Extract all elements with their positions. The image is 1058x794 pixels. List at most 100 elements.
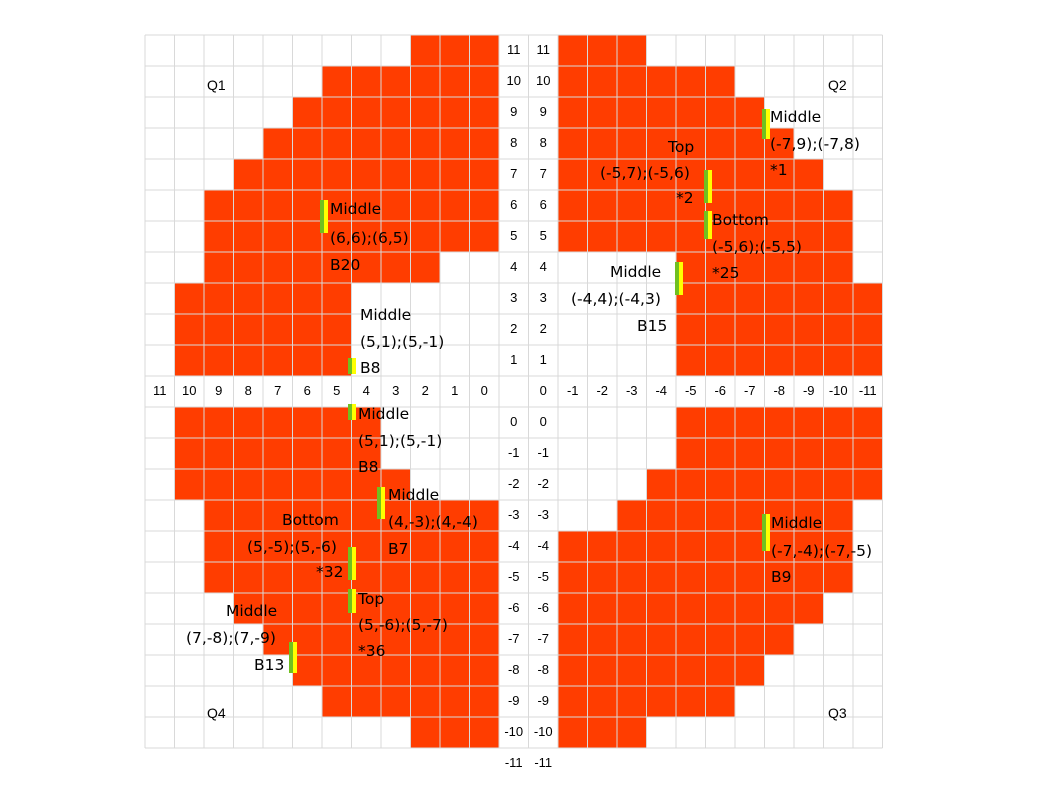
grid-cell xyxy=(381,593,411,624)
grid-cell xyxy=(853,469,883,500)
grid-cell xyxy=(469,531,499,562)
grid-cell xyxy=(233,500,263,531)
grid-cell xyxy=(204,314,234,345)
annotation-b7: Middle (4,-3);(4,-4) B7 xyxy=(388,486,478,558)
grid-cell xyxy=(735,655,765,686)
grid-cell xyxy=(263,314,293,345)
grid-cell xyxy=(676,500,706,531)
grid-cell xyxy=(410,500,440,531)
axis-label-left-column: 4 xyxy=(510,259,517,274)
grid-cell xyxy=(646,97,676,128)
axis-label-left-column: 1 xyxy=(510,352,517,367)
grid-cell xyxy=(794,190,824,221)
marker-green-bar xyxy=(704,170,708,203)
grid-cell xyxy=(587,593,617,624)
grid-cell xyxy=(322,66,352,97)
annotation-32-id: *32 xyxy=(316,563,343,581)
grid-cell xyxy=(735,593,765,624)
axis-label-row-left: 3 xyxy=(392,383,399,398)
grid-cell xyxy=(440,655,470,686)
grid-cell xyxy=(381,686,411,717)
grid-cell xyxy=(705,283,735,314)
grid-cell xyxy=(322,345,352,376)
grid-cell xyxy=(292,345,322,376)
grid-cell xyxy=(174,345,204,376)
marker-green-bar xyxy=(348,404,352,420)
grid-cell xyxy=(322,655,352,686)
grid-cell xyxy=(823,190,853,221)
grid-cell xyxy=(558,531,588,562)
marker-yellow-bar xyxy=(324,200,328,233)
grid-cell xyxy=(233,562,263,593)
grid-cell xyxy=(617,190,647,221)
grid-cell xyxy=(233,190,263,221)
grid-cell xyxy=(410,35,440,66)
grid-cell xyxy=(558,190,588,221)
grid-cell xyxy=(292,624,322,655)
grid-cell xyxy=(823,469,853,500)
grid-cell xyxy=(735,345,765,376)
grid-cell xyxy=(764,562,794,593)
grid-cell xyxy=(646,593,676,624)
grid-cell xyxy=(233,159,263,190)
grid-cell xyxy=(705,469,735,500)
annotation-2-id: *2 xyxy=(676,189,694,207)
grid-cell xyxy=(292,159,322,190)
grid-cell xyxy=(263,438,293,469)
grid-cell xyxy=(646,531,676,562)
axis-label-row-left: 8 xyxy=(245,383,252,398)
grid-cell xyxy=(381,97,411,128)
marker-yellow-bar xyxy=(352,547,356,580)
grid-cell xyxy=(735,562,765,593)
grid-cell xyxy=(676,345,706,376)
grid-cell xyxy=(292,283,322,314)
axis-label-right-column: 0 xyxy=(540,414,547,429)
grid-cell xyxy=(469,500,499,531)
grid-cell xyxy=(794,593,824,624)
grid-cell xyxy=(233,283,263,314)
grid-cell xyxy=(263,190,293,221)
grid-cell xyxy=(853,314,883,345)
grid-cell xyxy=(705,345,735,376)
grid-cell xyxy=(794,221,824,252)
marker-yellow-bar xyxy=(352,589,356,613)
grid-cell xyxy=(322,531,352,562)
grid-cell xyxy=(410,221,440,252)
grid-cell xyxy=(558,66,588,97)
grid-cell xyxy=(764,159,794,190)
grid-cell xyxy=(587,159,617,190)
grid-cell xyxy=(705,128,735,159)
grid-cell xyxy=(381,531,411,562)
axis-label-left-column: -7 xyxy=(508,631,520,646)
axis-label-row-left: 1 xyxy=(451,383,458,398)
grid-cell xyxy=(558,624,588,655)
annotation-b8-lower: Middle (5,1);(5,-1) B8 xyxy=(358,405,442,476)
grid-cell xyxy=(705,97,735,128)
grid-cell xyxy=(676,655,706,686)
grid-cell xyxy=(351,500,381,531)
grid-cell xyxy=(823,407,853,438)
grid-cell xyxy=(322,438,352,469)
grid-cell xyxy=(853,345,883,376)
axis-label-row-left: 2 xyxy=(422,383,429,398)
grid-cell xyxy=(853,407,883,438)
grid-cell xyxy=(823,562,853,593)
grid-cell xyxy=(764,593,794,624)
grid-cell xyxy=(440,97,470,128)
grid-cell xyxy=(233,252,263,283)
grid-cell xyxy=(351,66,381,97)
annotation-b20-id: B20 xyxy=(330,256,360,274)
grid-cell xyxy=(735,469,765,500)
axis-label-right-column: -6 xyxy=(537,600,549,615)
grid-cell xyxy=(410,686,440,717)
grid-cell xyxy=(617,686,647,717)
grid-cell xyxy=(322,500,352,531)
grid-cell xyxy=(646,159,676,190)
annotation-36-id: *36 xyxy=(358,642,385,660)
annotation-b15-title: Middle xyxy=(610,263,661,281)
grid-cell xyxy=(233,314,263,345)
marker-green-bar xyxy=(377,487,381,519)
axis-label-row-right: -10 xyxy=(829,383,848,398)
grid-cell xyxy=(410,531,440,562)
